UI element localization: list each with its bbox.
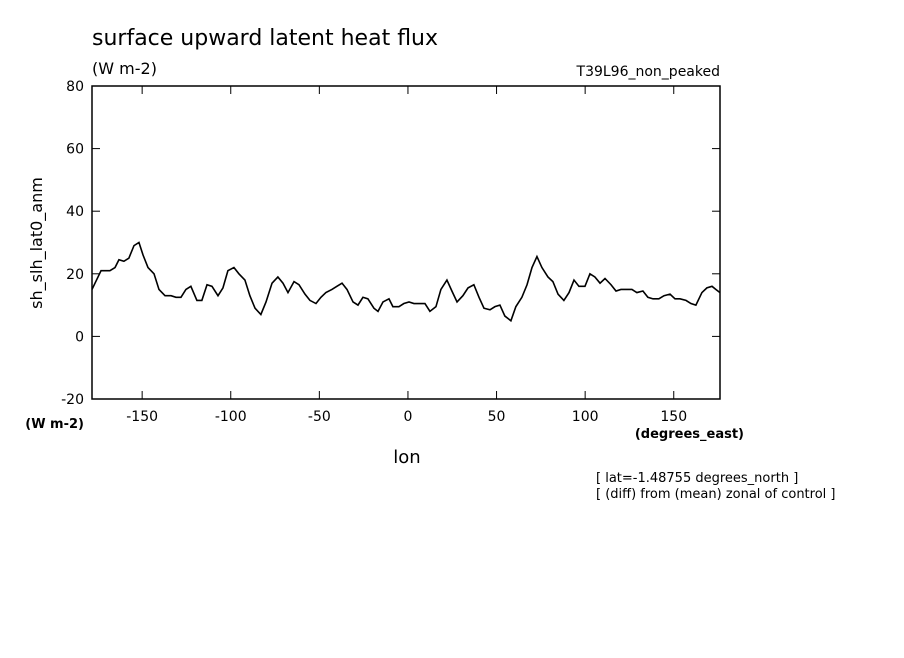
plot-frame: [91, 85, 721, 400]
chart-title: surface upward latent heat flux: [92, 26, 438, 51]
y-units: (W m-2): [25, 417, 84, 432]
y-tick-label: 40: [66, 204, 84, 220]
x-tick-label: 150: [660, 409, 687, 425]
dataset: T39L96_non_peaked: [576, 64, 720, 80]
x-tick-label: 100: [572, 409, 599, 425]
y-tick-label: -20: [61, 392, 84, 408]
y-tick-label: 20: [66, 267, 84, 283]
y-tick-label: 0: [75, 329, 84, 345]
y-tick-label: 80: [66, 79, 84, 95]
x-tick-label: -100: [215, 409, 247, 425]
note: [ (diff) from (mean) zonal of control ]: [596, 487, 835, 502]
x-units: (degrees_east): [635, 427, 744, 442]
x-tick-label: -150: [126, 409, 158, 425]
x-tick-label: 0: [403, 409, 412, 425]
x-axis-label: lon: [393, 447, 420, 468]
data-line: [91, 241, 721, 323]
y-axis-label: sh_slh_lat0_anm: [27, 177, 47, 309]
x-tick-label: -50: [308, 409, 331, 425]
units: (W m-2): [92, 59, 157, 78]
x-tick-label: 50: [488, 409, 506, 425]
note: [ lat=-1.48755 degrees_north ]: [596, 471, 798, 486]
y-tick-label: 60: [66, 142, 84, 158]
